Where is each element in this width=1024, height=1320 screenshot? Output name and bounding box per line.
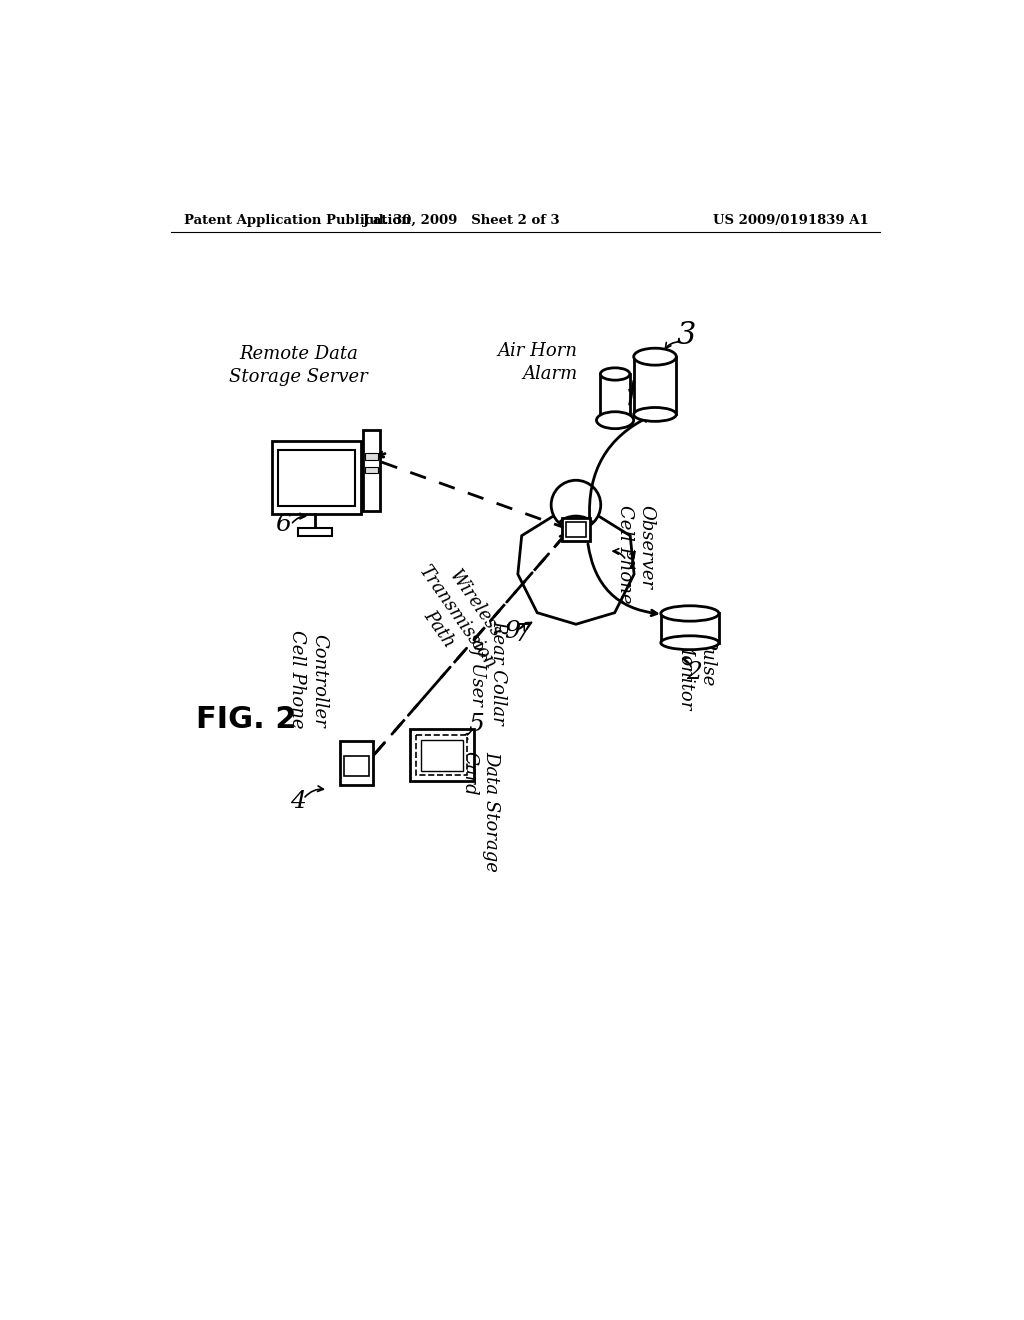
Text: Rear Collar
of User: Rear Collar of User: [468, 620, 508, 725]
Text: 2: 2: [686, 661, 701, 684]
Bar: [417, 735, 467, 775]
Text: Remote Data
Storage Server: Remote Data Storage Server: [229, 346, 368, 385]
Bar: [562, 517, 590, 541]
Text: 9: 9: [505, 620, 520, 643]
Text: 3: 3: [676, 319, 695, 351]
Text: Data Storage
Card: Data Storage Card: [461, 751, 501, 873]
Polygon shape: [518, 508, 634, 624]
Bar: [298, 528, 332, 536]
Bar: [410, 729, 474, 781]
Ellipse shape: [634, 408, 676, 421]
Text: Jul. 30, 2009   Sheet 2 of 3: Jul. 30, 2009 Sheet 2 of 3: [362, 214, 559, 227]
Text: 4: 4: [291, 789, 306, 813]
Text: Air Horn
Alarm: Air Horn Alarm: [498, 342, 578, 383]
Bar: [344, 756, 369, 776]
Bar: [600, 374, 630, 420]
Ellipse shape: [597, 412, 634, 429]
Text: FIG. 2: FIG. 2: [197, 705, 297, 734]
Bar: [279, 450, 355, 507]
Ellipse shape: [600, 368, 630, 380]
Text: 5: 5: [469, 713, 484, 735]
Text: Pulse
Monitor: Pulse Monitor: [678, 636, 718, 709]
Bar: [660, 614, 719, 643]
Text: Controller
Cell Phone: Controller Cell Phone: [289, 630, 329, 729]
Ellipse shape: [660, 636, 719, 649]
Bar: [366, 466, 378, 474]
Ellipse shape: [634, 348, 676, 366]
Bar: [272, 441, 361, 513]
Bar: [634, 356, 676, 414]
Bar: [364, 430, 380, 511]
Ellipse shape: [660, 606, 719, 622]
Bar: [366, 453, 378, 459]
Text: 7: 7: [515, 623, 531, 645]
Bar: [566, 521, 586, 537]
Text: US 2009/0191839 A1: US 2009/0191839 A1: [713, 214, 869, 227]
Text: Wireless
Transmission
Path: Wireless Transmission Path: [397, 549, 518, 684]
Text: Patent Application Publication: Patent Application Publication: [183, 214, 411, 227]
Circle shape: [551, 480, 601, 529]
Text: 6: 6: [275, 512, 291, 536]
Bar: [421, 739, 463, 771]
Bar: [340, 741, 373, 785]
Text: Observer
Cell Phone: Observer Cell Phone: [615, 506, 655, 603]
Text: 1: 1: [624, 552, 640, 574]
